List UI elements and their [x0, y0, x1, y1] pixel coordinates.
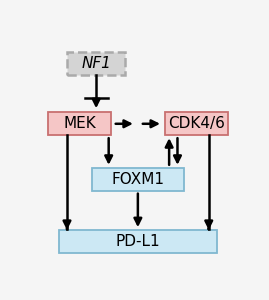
Text: CDK4/6: CDK4/6	[168, 116, 225, 131]
Text: PD-L1: PD-L1	[116, 234, 160, 249]
FancyBboxPatch shape	[48, 112, 111, 135]
FancyBboxPatch shape	[59, 230, 217, 253]
Text: NF1: NF1	[81, 56, 111, 71]
FancyBboxPatch shape	[92, 168, 184, 191]
FancyBboxPatch shape	[165, 112, 228, 135]
Text: FOXM1: FOXM1	[111, 172, 164, 187]
Text: MEK: MEK	[63, 116, 96, 131]
FancyBboxPatch shape	[67, 52, 125, 75]
